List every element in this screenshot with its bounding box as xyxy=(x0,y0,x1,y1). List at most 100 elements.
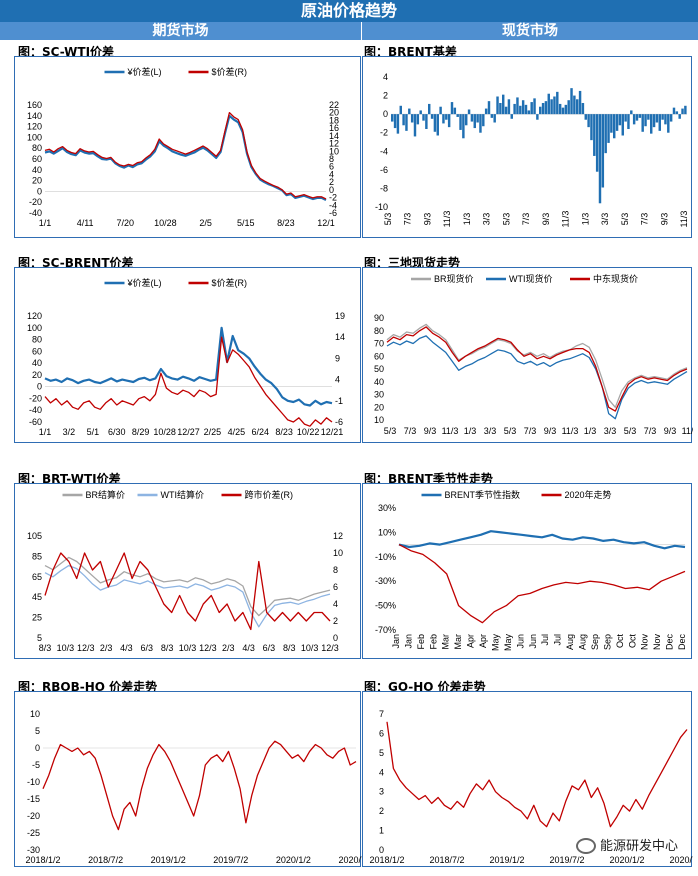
x-tick-label: 4/3 xyxy=(242,643,255,653)
x-tick-label: 8/23 xyxy=(275,427,293,437)
bar xyxy=(595,114,599,172)
x-tick-label: Aug xyxy=(578,634,588,650)
bar xyxy=(456,114,459,117)
y-tick-label: 5 xyxy=(35,726,40,736)
bar xyxy=(447,114,451,128)
y2-tick-label: 19 xyxy=(335,311,345,321)
chart-panel-2: 120 100 80 60 40 20 0 -20 -40 -60 19 14 9 4 -1 -6 1/1 3/2… xyxy=(14,267,361,443)
series-line xyxy=(398,544,686,624)
y-tick-label: -10 xyxy=(375,202,388,212)
y-tick-label: 60 xyxy=(32,154,42,164)
bar xyxy=(416,114,420,125)
y-tick-label: 100 xyxy=(27,323,42,333)
bar xyxy=(502,94,505,115)
bar xyxy=(487,101,491,115)
bar xyxy=(467,109,471,115)
y-tick-label: -8 xyxy=(380,183,388,193)
y-tick-label: -70% xyxy=(375,625,396,635)
bar xyxy=(439,106,442,115)
y-tick-label: 30% xyxy=(378,503,396,513)
x-tick-label: 2/5 xyxy=(199,218,212,228)
bar xyxy=(587,114,590,128)
y2-tick-label: 6 xyxy=(333,582,338,592)
y2-tick-label: 6 xyxy=(329,162,334,172)
x-tick-label: 2020/1/2 xyxy=(609,855,644,865)
bar xyxy=(624,114,627,122)
x-tick-label: 3/3 xyxy=(484,426,497,436)
chart-title-7: 图：GO-HO 价差走势 xyxy=(364,680,486,694)
bar xyxy=(391,114,394,122)
series-line xyxy=(44,114,327,201)
y-tick-label: 0 xyxy=(35,743,40,753)
y-tick-label: 40 xyxy=(32,165,42,175)
chart-panel-3: 90 80 70 60 50 40 30 20 10 5/3 7/3 9/3 11/3 1/3 3/3 5/3… xyxy=(362,267,693,443)
bar xyxy=(632,114,636,125)
x-tick-label: 12/3 xyxy=(199,643,217,653)
legend-label: ¥价差(L) xyxy=(127,277,162,288)
x-tick-label: 2018/7/2 xyxy=(88,855,123,865)
x-tick-label: 9/3 xyxy=(424,426,437,436)
bar xyxy=(684,105,687,115)
series-line xyxy=(386,323,688,408)
y-tick-label: 1 xyxy=(379,826,384,836)
bar xyxy=(393,114,397,129)
y-tick-label: -40 xyxy=(29,405,42,415)
x-tick-label: 10/22 xyxy=(297,427,320,437)
x-tick-label: 8/3 xyxy=(283,643,296,653)
bar xyxy=(419,110,422,115)
x-tick-label: 12/27 xyxy=(177,427,200,437)
bar xyxy=(638,114,642,118)
bar xyxy=(607,114,610,143)
bar xyxy=(524,104,528,115)
y2-tick-label: 22 xyxy=(329,100,339,110)
y2-tick-label: 4 xyxy=(335,375,340,385)
y2-tick-label: 14 xyxy=(329,131,339,141)
bar xyxy=(507,99,511,115)
y-tick-label: 20 xyxy=(32,370,42,380)
y-tick-label: 20 xyxy=(374,402,384,412)
bar xyxy=(678,114,681,119)
y-tick-label: 80 xyxy=(32,143,42,153)
y-tick-label: 7 xyxy=(379,709,384,719)
bar xyxy=(459,114,462,130)
series-line xyxy=(44,564,331,628)
x-tick-label: Oct xyxy=(615,634,625,649)
x-tick-label: 5/3 xyxy=(384,426,397,436)
x-tick-label: 12/1 xyxy=(317,218,335,228)
x-tick-label: 7/3 xyxy=(403,213,413,226)
x-tick-label: 9/3 xyxy=(544,426,557,436)
bar xyxy=(556,91,559,115)
bar xyxy=(530,102,533,115)
chart-title-5: 图：BRENT季节性走势 xyxy=(364,472,493,486)
legend-label: BR结算价 xyxy=(86,489,126,500)
y2-tick-label: 10 xyxy=(333,548,343,558)
y2-tick-label: 0 xyxy=(329,185,334,195)
x-tick-label: 3/3 xyxy=(600,213,610,226)
bar xyxy=(635,114,639,121)
legend-label: 2020年走势 xyxy=(565,489,612,500)
chart-title-0: 图：SC-WTI价差 xyxy=(18,45,115,59)
x-tick-label: 3/2 xyxy=(63,427,76,437)
y-tick-label: 2 xyxy=(383,91,388,101)
y-tick-label: 85 xyxy=(32,551,42,561)
y2-tick-label: 20 xyxy=(329,108,339,118)
x-tick-label: 2019/1/2 xyxy=(489,855,524,865)
legend-label: WTI结算价 xyxy=(161,489,205,500)
bar xyxy=(433,114,437,132)
bar xyxy=(536,114,539,120)
y-tick-label: -2 xyxy=(380,128,388,138)
chart-panel-4: 105 85 65 45 25 5 12 10 8 6 4 2 0 8/3 10/3 12/3 2/3 4/3 6/… xyxy=(14,483,361,659)
y2-tick-label: -6 xyxy=(335,417,343,427)
x-tick-label: 7/3 xyxy=(404,426,417,436)
bar xyxy=(428,103,431,115)
y2-tick-label: 4 xyxy=(333,599,338,609)
x-tick-label: 11/3 xyxy=(442,211,452,228)
y-tick-label: 10 xyxy=(374,415,384,425)
x-tick-label: Jun xyxy=(528,634,538,649)
y-tick-label: -10 xyxy=(27,777,40,787)
series-line xyxy=(44,326,333,407)
bar xyxy=(669,114,673,122)
